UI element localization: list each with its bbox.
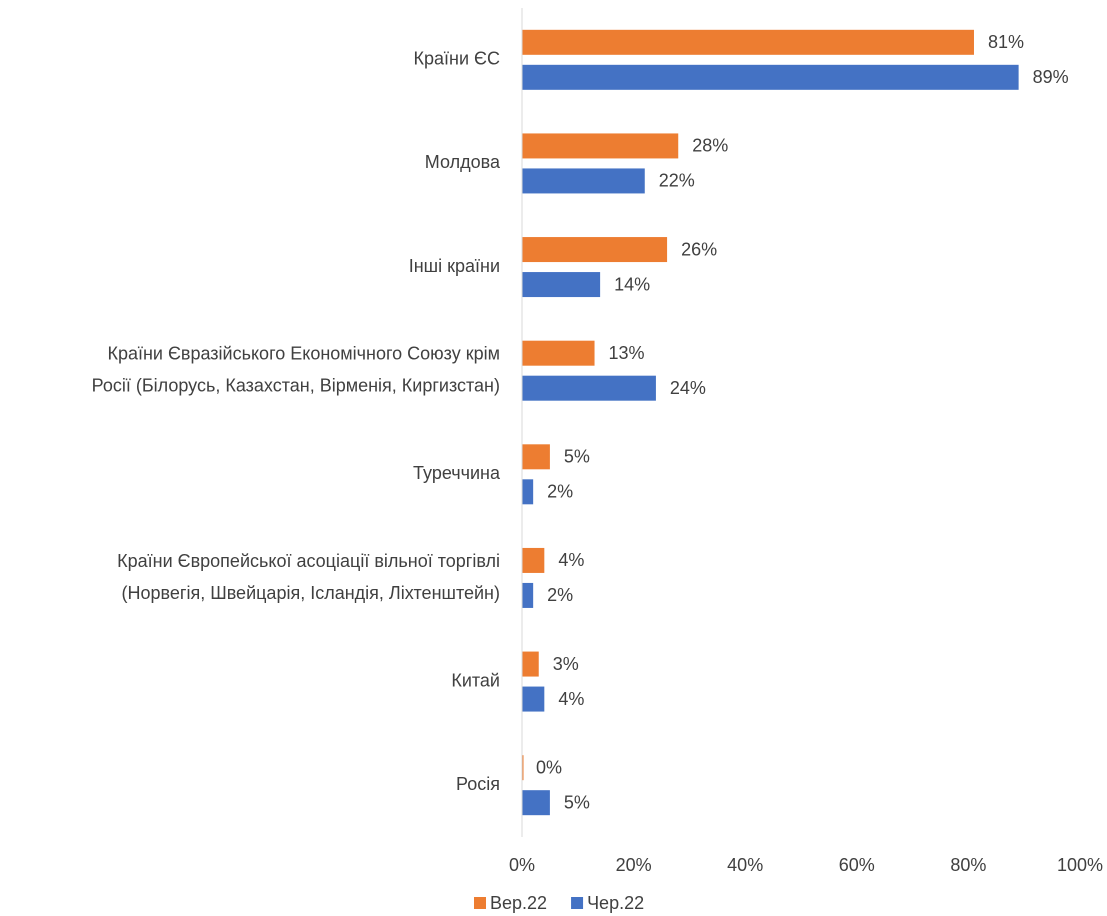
- bar: [522, 29, 974, 55]
- bar: [522, 651, 539, 677]
- value-label: 24%: [670, 378, 706, 398]
- bar: [522, 133, 679, 159]
- value-label: 13%: [609, 343, 645, 363]
- legend-swatch: [571, 897, 584, 909]
- value-label: 26%: [681, 239, 717, 259]
- category-label: Росія: [456, 774, 500, 794]
- bar: [522, 582, 534, 608]
- category-label: Туреччина: [413, 463, 501, 483]
- value-label: 14%: [614, 274, 650, 294]
- value-label: 4%: [558, 550, 584, 570]
- value-label: 2%: [547, 482, 573, 502]
- bar: [522, 444, 550, 470]
- category-label: Молдова: [425, 152, 501, 172]
- bar: [522, 272, 601, 298]
- x-tick-label: 80%: [950, 855, 986, 875]
- value-label: 5%: [564, 447, 590, 467]
- bar: [522, 479, 534, 505]
- category-label: Інші країни: [409, 256, 500, 276]
- legend-label: Чер.22: [587, 893, 644, 913]
- category-label: Китай: [451, 670, 500, 690]
- bar: [522, 168, 645, 194]
- category-label: Країни ЄС: [414, 49, 500, 69]
- value-label: 3%: [553, 654, 579, 674]
- bar: [522, 790, 550, 816]
- legend-label: Вер.22: [490, 893, 547, 913]
- bar: [522, 547, 545, 573]
- bar: [522, 375, 656, 401]
- x-tick-label: 20%: [616, 855, 652, 875]
- bar: [522, 64, 1019, 90]
- x-tick-label: 40%: [727, 855, 763, 875]
- x-tick-label: 60%: [839, 855, 875, 875]
- bar: [522, 686, 545, 712]
- x-tick-label: 0%: [509, 855, 535, 875]
- value-label: 2%: [547, 585, 573, 605]
- bar: [522, 340, 595, 366]
- legend-swatch: [474, 897, 486, 909]
- value-label: 5%: [564, 792, 590, 812]
- value-label: 81%: [988, 32, 1024, 52]
- category-label: Країни Євразійського Економічного Союзу …: [92, 343, 500, 395]
- category-label: Країни Європейської асоціації вільної то…: [117, 551, 500, 603]
- value-label: 4%: [558, 689, 584, 709]
- x-tick-label: 100%: [1057, 855, 1103, 875]
- bar: [522, 237, 668, 263]
- value-label: 28%: [692, 136, 728, 156]
- value-label: 22%: [659, 171, 695, 191]
- value-label: 89%: [1033, 67, 1069, 87]
- bar: [522, 755, 524, 781]
- value-label: 0%: [536, 757, 562, 777]
